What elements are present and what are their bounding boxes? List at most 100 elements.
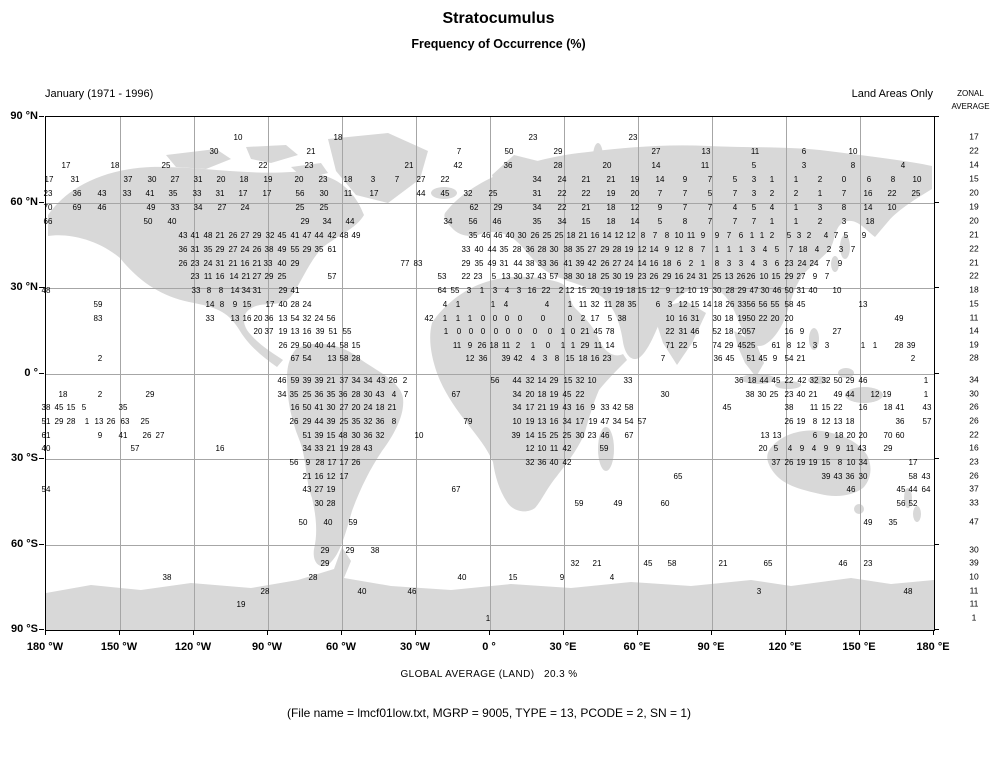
map-value: 28 [326,499,336,508]
map-value: 3 [738,259,744,268]
map-value: 2 [817,175,823,184]
area-note-label: Land Areas Only [851,88,933,100]
map-value: 56 [896,499,906,508]
map-value: 20 [770,314,780,323]
map-value: 12 [626,231,636,240]
map-value: 0 [480,327,486,336]
map-value: 36 [375,417,385,426]
map-value: 28 [66,417,76,426]
map-value: 36 [549,259,559,268]
map-value: 2 [688,259,694,268]
map-value: 1 [726,245,732,254]
map-value: 7 [403,390,409,399]
map-value: 12 [674,245,684,254]
map-value: 25 [746,341,756,350]
map-value: 16 [527,286,537,295]
map-value: 27 [832,327,842,336]
map-value: 44 [487,245,497,254]
map-value: 31 [193,175,203,184]
map-value: 49 [863,518,873,527]
map-value: 59 [599,444,609,453]
map-value: 46 [846,485,856,494]
map-value: 21 [606,175,616,184]
map-value: 34 [302,444,312,453]
map-value: 15 [326,431,336,440]
map-value: 5 [751,203,757,212]
map-value: 61 [41,431,51,440]
map-value: 40 [505,231,515,240]
map-value: 35 [532,217,542,226]
map-value: 22 [833,403,843,412]
map-value: 4 [503,300,509,309]
map-value: 44 [512,376,522,385]
map-value: 16 [863,189,873,198]
landmass-africa [430,276,627,512]
map-value: 11 [501,341,511,350]
map-value: 23 [602,354,612,363]
map-value: 24 [624,259,634,268]
zonal-average-value: 22 [969,270,979,281]
map-value: 78 [605,327,615,336]
landmass-british-isles [469,204,483,230]
map-value: 28 [315,458,325,467]
map-value: 26 [142,431,152,440]
map-value: 16 [215,272,225,281]
map-value: 3 [726,259,732,268]
map-value: 38 [745,390,755,399]
map-value: 19 [278,327,288,336]
map-value: 38 [563,272,573,281]
map-value: 23 [587,431,597,440]
map-value: 3 [667,300,673,309]
map-value: 46 [277,376,287,385]
map-value: 13 [327,354,337,363]
map-value: 39 [821,472,831,481]
map-value: 23 [628,133,638,142]
map-value: 39 [326,417,336,426]
map-value: 34 [557,217,567,226]
map-value: 0 [532,327,538,336]
y-tick-label: 0 ° [24,366,38,379]
landmass-novaya-zemlya [593,143,603,171]
map-value: 26 [388,376,398,385]
map-value: 16 [302,327,312,336]
map-value: 15 [66,403,76,412]
map-value: 9 [305,458,311,467]
map-value: 26 [784,458,794,467]
map-value: 41 [314,403,324,412]
map-value: 30 [147,175,157,184]
map-value: 1 [700,259,706,268]
map-value: 26 [178,259,188,268]
map-value: 11 [686,231,696,240]
map-value: 29 [737,286,747,295]
map-value: 25 [911,189,921,198]
map-value: 1 [490,300,496,309]
map-value: 11 [750,147,760,156]
map-value: 24 [203,259,213,268]
map-value: 13 [94,417,104,426]
zonal-average-value: 21 [969,257,979,268]
map-value: 18 [110,161,120,170]
map-value: 38 [525,259,535,268]
zonal-average-value: 47 [969,516,979,527]
map-value: 55 [770,300,780,309]
map-value: 57 [549,272,559,281]
map-value: 22 [887,189,897,198]
global-average-line: GLOBAL AVERAGE (LAND) 20.3 % [0,669,978,680]
map-value: 19 [236,600,246,609]
map-value: 58 [908,472,918,481]
x-tick-label: 120 °W [174,641,212,653]
map-value: 3 [762,259,768,268]
map-value: 27 [416,175,426,184]
map-value: 10 [759,272,769,281]
map-value: 4 [787,444,793,453]
map-value: 44 [845,390,855,399]
map-value: 0 [468,327,474,336]
map-value: 26 [736,272,746,281]
map-value: 16 [678,314,688,323]
map-value: 3 [838,245,844,254]
map-value: 4 [750,259,756,268]
map-value: 48 [339,231,349,240]
map-value: 0 [547,327,553,336]
map-value: 45 [896,485,906,494]
map-value: 4 [442,300,448,309]
